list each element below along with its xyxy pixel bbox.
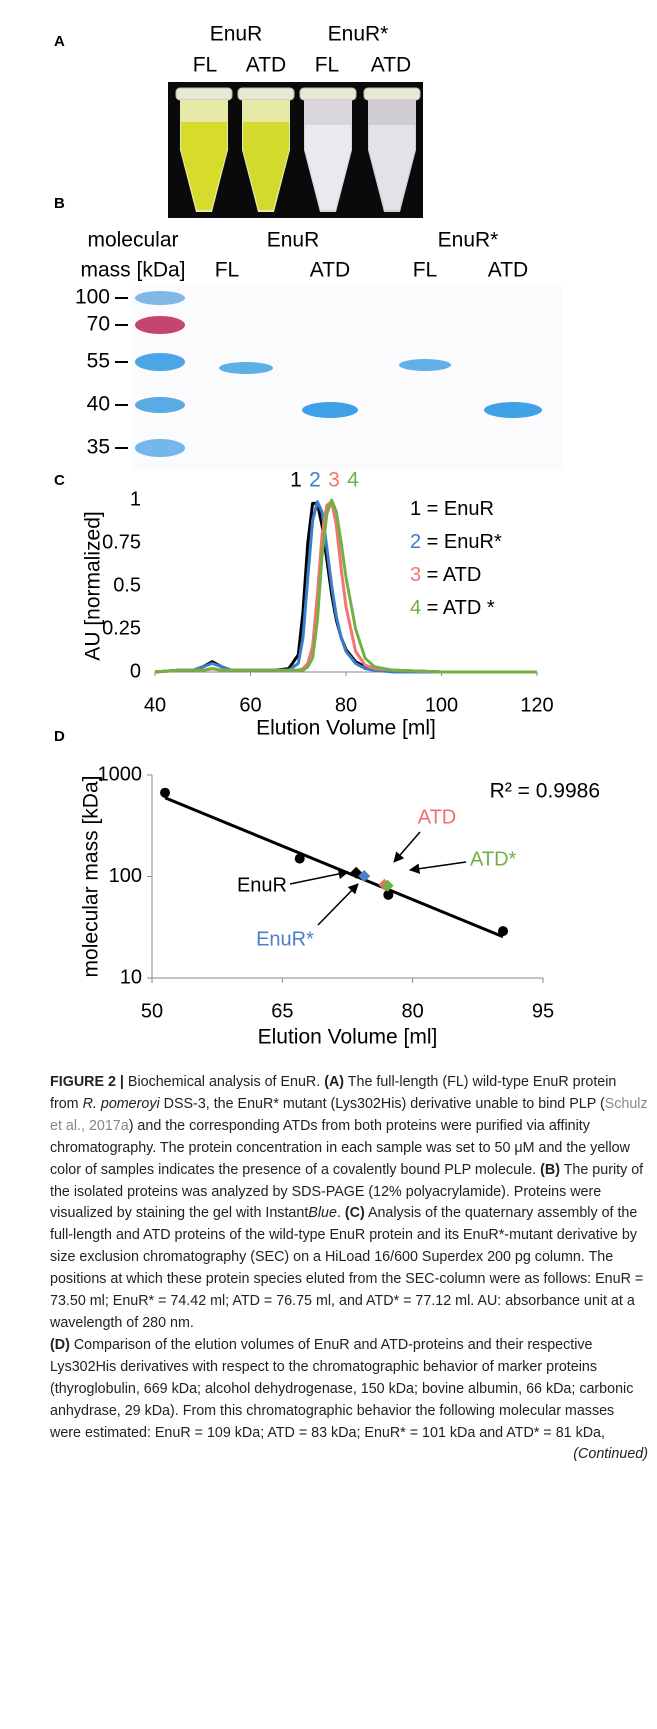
x-tick-label: 95 [532, 1000, 554, 1022]
panel-letter: A [54, 33, 65, 50]
marker-label: 55 [87, 350, 110, 373]
panel-ref: (B) [540, 1161, 560, 1178]
peak-label: 3 [328, 469, 340, 492]
lane-label: ATD [371, 54, 411, 77]
axis-title: molecular [87, 229, 178, 252]
arrow [408, 861, 467, 874]
caption-text: The full-length (FL) wild-type EnuR prot… [50, 1074, 617, 1112]
y-tick-label: 10 [120, 966, 142, 988]
series-line [154, 498, 537, 674]
group-label: EnuR* [328, 23, 389, 46]
caption-text: Biochemical analysis of EnuR. [127, 1074, 321, 1090]
panel-ref: (D) [50, 1336, 70, 1353]
protein-label: EnuR [237, 874, 287, 896]
panel-letter: D [54, 728, 65, 745]
standard-point [160, 787, 171, 798]
marker-label: 70 [87, 313, 110, 336]
x-tick-label: 100 [425, 694, 458, 716]
trendline [164, 796, 504, 939]
caption-paragraph: FIGURE 2 | Biochemical analysis of EnuR.… [50, 1072, 648, 1335]
peak-label: 1 [290, 469, 302, 492]
marker-label: 40 [87, 393, 110, 416]
y-axis-title: molecular mass [kDa] [80, 776, 103, 978]
lane-label: ATD [488, 259, 528, 282]
caption-text: Comparison of the elution volumes of Enu… [50, 1336, 634, 1441]
arrow [289, 868, 350, 885]
axis-title: mass [kDa] [80, 259, 185, 282]
x-tick-label: 40 [144, 694, 166, 716]
arrow [393, 831, 421, 863]
lane-label: FL [315, 54, 340, 77]
caption-text: ) and the corresponding ATDs from both p… [50, 1117, 630, 1178]
marker-label: 35 [87, 436, 110, 459]
x-tick-label: 60 [239, 694, 261, 716]
peak-label: 2 [309, 469, 321, 492]
protein-label: ATD [418, 806, 457, 828]
x-tick-label: 50 [141, 1000, 163, 1022]
arrow [317, 883, 359, 926]
legend-entry: 1 = EnuR [410, 498, 494, 520]
y-tick-label: 0.75 [102, 531, 141, 553]
series-line [154, 500, 537, 674]
caption-text: The purity of the isolated proteins was … [50, 1161, 644, 1222]
y-axis-title: AU [normalized] [82, 511, 105, 660]
x-tick-label: 80 [335, 694, 357, 716]
x-axis-title: Elution Volume [ml] [258, 1026, 438, 1049]
legend-entry: 3 = ATD [410, 564, 481, 586]
lane-label: ATD [310, 259, 350, 282]
caption-text: . [336, 1205, 341, 1222]
y-tick-label: 100 [109, 865, 142, 887]
y-tick-label: 0 [130, 660, 141, 682]
x-axis-title: Elution Volume [ml] [256, 717, 436, 740]
panel-ref: (A) [324, 1074, 345, 1090]
y-tick-label: 1 [130, 488, 141, 510]
x-tick-label: 80 [402, 1000, 424, 1022]
peak-label: 4 [347, 469, 359, 492]
protein-point [358, 870, 371, 883]
panel-letter: B [54, 195, 65, 212]
caption-paragraph: (D) Comparison of the elution volumes of… [50, 1335, 648, 1445]
standard-point [498, 926, 509, 937]
group-label: EnuR [210, 23, 263, 46]
caption-text: Analysis of the quaternary assembly of t… [50, 1205, 644, 1331]
panel-letter: C [54, 472, 65, 489]
group-label: EnuR [267, 229, 320, 252]
x-tick-label: 65 [271, 1000, 293, 1022]
legend-entry: 2 = EnuR* [410, 531, 502, 553]
protein-point [381, 879, 394, 892]
caption: FIGURE 2 | Biochemical analysis of EnuR.… [50, 1072, 648, 1466]
gel [132, 285, 562, 470]
caption-text: Blue [308, 1205, 337, 1222]
species: R. pomeroyi [82, 1095, 160, 1112]
marker-label: 100 [75, 286, 110, 309]
y-tick-label: 1000 [98, 763, 143, 785]
tube-photo [168, 82, 423, 218]
citation[interactable]: Schulz et al., 2017a [50, 1095, 648, 1134]
panel-ref: (C) [344, 1205, 365, 1222]
protein-label: ATD* [470, 848, 517, 870]
lane-label: FL [215, 259, 240, 282]
group-label: EnuR* [438, 229, 499, 252]
lane-label: FL [413, 259, 438, 282]
protein-label: EnuR* [256, 928, 314, 950]
lane-label: FL [193, 54, 218, 77]
figure-label: FIGURE 2 | [50, 1074, 124, 1090]
y-tick-label: 0.25 [102, 617, 141, 639]
legend-entry: 4 = ATD * [410, 597, 495, 619]
x-tick-label: 120 [520, 694, 553, 716]
caption-text: DSS-3, the EnuR* mutant (Lys302His) deri… [163, 1095, 605, 1112]
lane-label: ATD [246, 54, 286, 77]
continued: (Continued) [573, 1446, 648, 1463]
figure: A EnuR EnuR* FL ATD FL ATD B molecular m… [54, 23, 600, 1049]
standard-point [294, 853, 305, 864]
standard-point [383, 889, 394, 900]
y-tick-label: 0.5 [113, 574, 141, 596]
annotation: R² = 0.9986 [490, 780, 600, 803]
series-line [154, 501, 537, 674]
